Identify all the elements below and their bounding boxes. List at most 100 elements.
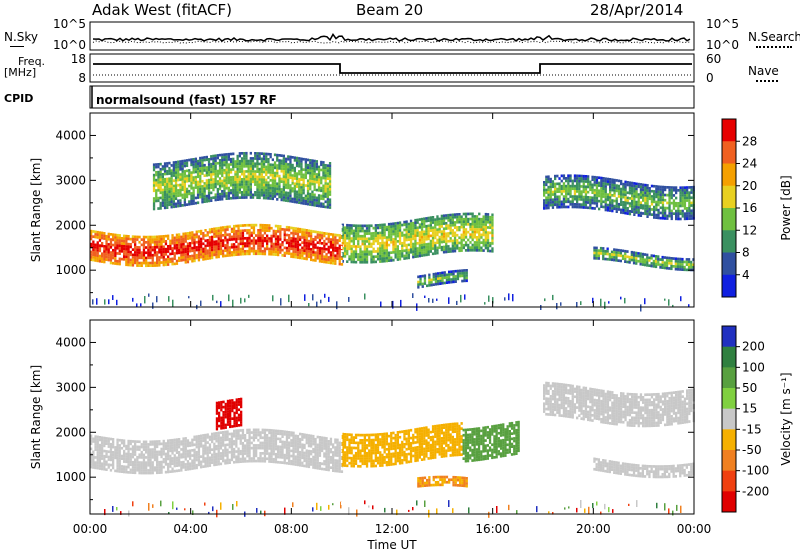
power-cell xyxy=(168,187,171,191)
power-cell xyxy=(96,241,99,244)
power-cell xyxy=(650,262,653,265)
power-cell xyxy=(175,251,179,255)
velocity-cell xyxy=(142,458,146,462)
power-cell xyxy=(246,229,249,232)
power-cell xyxy=(409,243,413,246)
power-cell xyxy=(92,248,95,251)
power-cell xyxy=(261,252,264,256)
velocity-cell xyxy=(193,451,196,454)
power-cell xyxy=(285,241,289,245)
power-cell xyxy=(652,254,655,258)
power-cell xyxy=(460,236,463,239)
beam-title: Beam 20 xyxy=(356,1,424,19)
power-cell xyxy=(606,203,610,207)
power-cell xyxy=(225,155,228,159)
power-cell xyxy=(230,243,234,246)
velocity-cell xyxy=(191,459,194,463)
power-cell xyxy=(565,195,568,198)
power-cell xyxy=(191,254,194,258)
power-cell xyxy=(648,259,651,262)
power-cell xyxy=(318,233,322,237)
power-cell xyxy=(163,203,167,207)
power-cell xyxy=(200,253,203,256)
power-cell xyxy=(197,248,201,251)
velocity-cell xyxy=(158,466,161,469)
velocity-cell xyxy=(145,445,148,449)
power-cell xyxy=(401,234,404,237)
power-cell xyxy=(254,191,257,194)
power-cell xyxy=(254,157,257,160)
power-cell xyxy=(549,177,552,181)
power-cell xyxy=(425,243,428,246)
power-cell xyxy=(352,239,355,243)
power-cell xyxy=(357,245,360,248)
power-cell xyxy=(303,257,306,260)
velocity-cell xyxy=(167,455,170,458)
power-cell xyxy=(152,163,156,167)
power-cell xyxy=(672,212,676,215)
power-cell xyxy=(405,225,408,229)
power-cell xyxy=(325,260,328,264)
power-cell xyxy=(589,204,592,207)
power-cell xyxy=(445,240,448,243)
power-cell xyxy=(469,217,472,221)
power-cell xyxy=(381,260,384,263)
power-cell xyxy=(294,232,297,236)
power-cell xyxy=(569,184,572,188)
power-cell xyxy=(211,238,214,241)
power-cell xyxy=(613,191,616,195)
power-cell xyxy=(145,251,148,255)
power-cell xyxy=(423,248,426,252)
power-cell xyxy=(431,226,435,230)
power-cell xyxy=(644,189,647,192)
power-cell xyxy=(262,178,266,182)
power-cell xyxy=(166,162,169,165)
power-cell xyxy=(405,249,408,252)
power-cell xyxy=(464,223,468,226)
power-cell xyxy=(425,245,428,249)
power-cell xyxy=(105,255,108,259)
power-cell xyxy=(652,262,655,266)
power-cell xyxy=(407,230,410,234)
velocity-cell xyxy=(123,449,126,453)
power-cell xyxy=(482,233,485,237)
power-cell xyxy=(173,241,176,245)
power-cell xyxy=(171,260,174,263)
power-cell xyxy=(287,157,290,161)
power-cell xyxy=(226,249,229,252)
power-cell xyxy=(116,246,119,250)
power-cell xyxy=(221,166,224,170)
power-cell xyxy=(298,196,301,199)
power-cell xyxy=(416,255,419,258)
power-colorbar-label: 12 xyxy=(742,223,757,237)
power-cell xyxy=(223,163,226,167)
power-colorbar-swatch xyxy=(722,119,736,142)
power-cell xyxy=(208,230,212,234)
power-cell xyxy=(211,235,214,239)
power-cell xyxy=(545,183,548,187)
power-cell xyxy=(608,255,611,259)
power-cell xyxy=(261,229,264,232)
power-cell xyxy=(145,241,148,244)
power-cell xyxy=(272,229,275,233)
power-cell xyxy=(192,168,195,172)
power-cell xyxy=(462,230,465,234)
power-cell xyxy=(305,252,308,256)
velocity-cell xyxy=(127,445,130,448)
power-cell xyxy=(153,251,157,254)
power-cell xyxy=(562,190,566,193)
power-colorbar-swatch xyxy=(722,185,736,209)
power-cell xyxy=(484,223,487,226)
power-cell xyxy=(453,221,457,224)
power-cell xyxy=(675,217,678,221)
power-cell xyxy=(239,234,242,238)
power-cell xyxy=(183,172,186,176)
power-cell xyxy=(199,195,202,199)
power-cell xyxy=(256,157,259,160)
power-cell xyxy=(679,199,682,203)
power-cell xyxy=(199,164,202,168)
power-cell xyxy=(672,199,676,202)
power-cell xyxy=(464,212,468,216)
velocity-cell xyxy=(156,453,159,456)
power-cell xyxy=(326,200,329,204)
